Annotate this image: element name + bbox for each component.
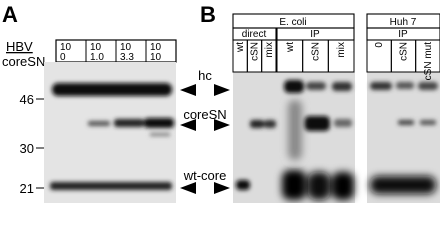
band	[114, 119, 144, 127]
lane-box	[327, 39, 355, 73]
band	[150, 133, 170, 136]
band	[418, 82, 438, 90]
subgroup-label: direct	[242, 29, 267, 40]
band-label: hc	[198, 68, 212, 83]
smears-b	[282, 100, 436, 200]
bands-a	[50, 83, 174, 190]
band-label: wt-core	[183, 168, 227, 183]
group-label: Huh 7	[390, 17, 417, 28]
row-label: HBV	[6, 39, 33, 54]
lane-label: mix	[336, 42, 347, 58]
arrow	[180, 84, 196, 96]
band	[282, 170, 306, 200]
arrow	[214, 84, 230, 96]
band	[236, 180, 250, 190]
band	[332, 172, 354, 200]
band-label: coreSN	[183, 107, 226, 122]
lane-label: cSN	[399, 42, 410, 61]
marker: 46	[20, 92, 34, 107]
lane-label: 0	[374, 42, 385, 48]
lane-label: wt	[285, 42, 296, 53]
band	[332, 82, 352, 91]
subgroup-label: IP	[398, 29, 408, 40]
band	[398, 120, 414, 125]
band	[288, 100, 302, 160]
band	[144, 118, 174, 128]
band	[304, 116, 330, 131]
subgroup-label: IP	[310, 29, 320, 40]
lane-label: cSN	[250, 42, 261, 61]
band	[264, 120, 276, 128]
lane-label: cSN	[311, 42, 322, 61]
band	[88, 121, 110, 126]
lane-hbv: 10	[120, 42, 132, 53]
band	[284, 80, 304, 93]
lane-coresn: 0	[60, 52, 66, 63]
gap	[355, 72, 367, 203]
band	[420, 120, 436, 125]
band	[334, 119, 352, 127]
lane-coresn: 3.3	[120, 52, 134, 63]
lane-coresn: 10	[150, 52, 162, 63]
arrows	[180, 84, 230, 194]
lane-hbv: 10	[150, 42, 162, 53]
arrow	[180, 182, 196, 194]
band	[50, 182, 172, 190]
band	[52, 83, 172, 96]
panel-label: B	[200, 2, 216, 27]
row-label: coreSN	[2, 54, 45, 69]
lane-box	[261, 39, 277, 73]
band	[396, 82, 414, 89]
band	[370, 176, 436, 194]
lane-hbv: 10	[90, 42, 102, 53]
arrow	[180, 119, 196, 131]
panel-label: A	[2, 2, 18, 27]
lane-coresn: 1.0	[90, 52, 104, 63]
arrow	[214, 182, 230, 194]
bands-b	[236, 80, 438, 190]
marker: 21	[20, 181, 34, 196]
group-label: E. coli	[279, 17, 306, 28]
band	[250, 120, 264, 128]
lane-hbv: 10	[60, 42, 72, 53]
band	[370, 82, 392, 90]
marker: 30	[20, 141, 34, 156]
lane-label: wt	[235, 42, 246, 53]
arrow	[214, 119, 230, 131]
lane-labels: wt cSN mix wt cSN mix 0 cSN cSN mut	[232, 39, 440, 81]
lane-label: cSN mut	[423, 42, 434, 81]
lane-label: mix	[264, 42, 275, 58]
band	[308, 172, 330, 200]
band	[306, 82, 326, 90]
